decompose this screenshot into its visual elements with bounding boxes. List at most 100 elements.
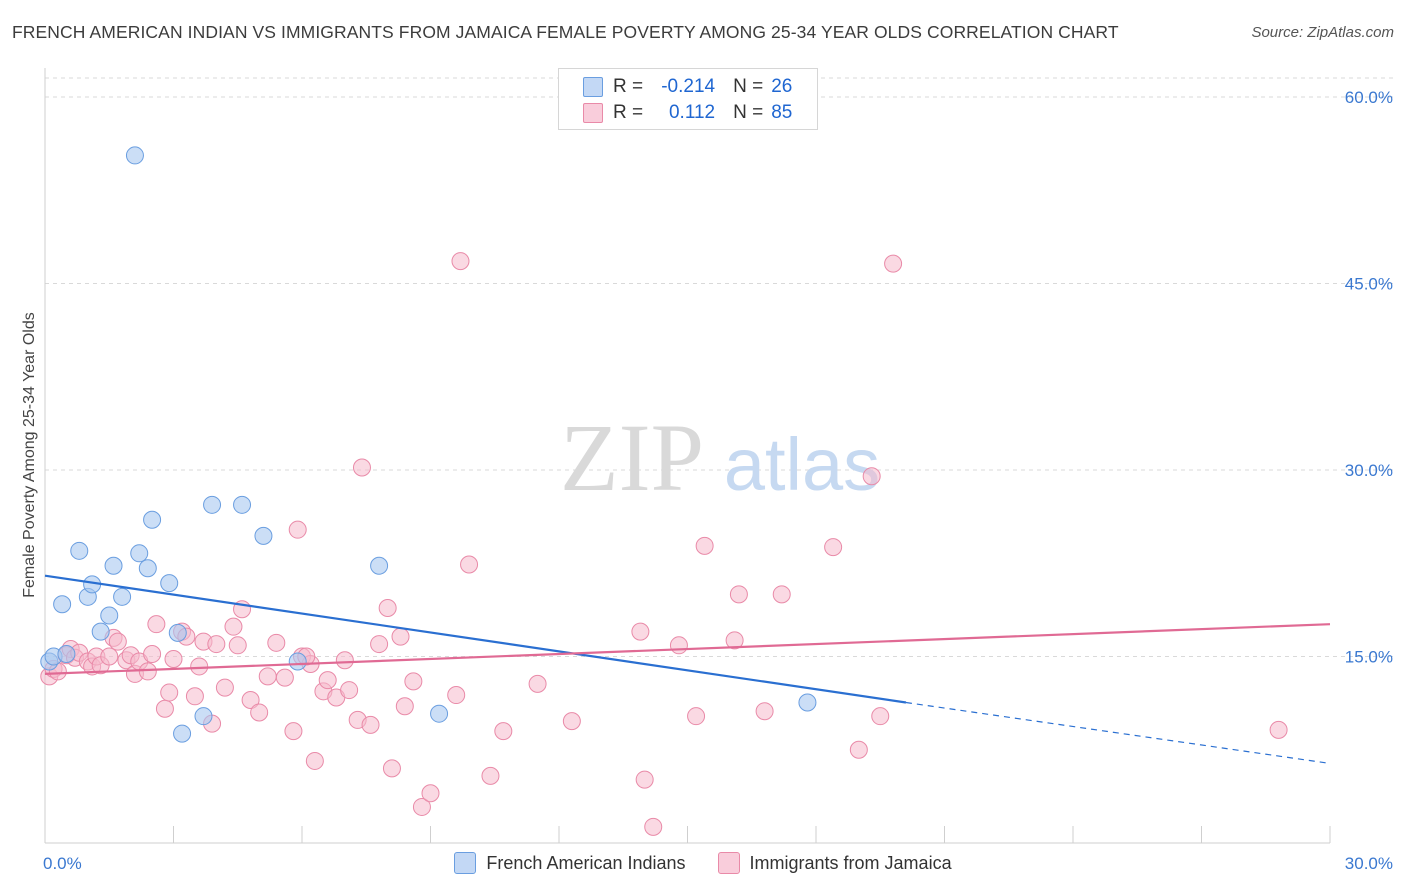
- data-point-jamaica: [451, 252, 470, 271]
- data-point-jamaica: [250, 703, 269, 722]
- data-point-jamaica: [395, 697, 414, 716]
- data-point-french-american-indian: [70, 541, 89, 560]
- data-point-french-american-indian: [125, 146, 144, 165]
- data-point-french-american-indian: [798, 693, 817, 712]
- legend-swatch-pink: [583, 103, 603, 123]
- data-point-jamaica: [412, 797, 431, 816]
- series-legend: French American Indians Immigrants from …: [0, 852, 1406, 874]
- data-point-jamaica: [100, 647, 119, 666]
- y-tick-label: 60.0%: [1345, 88, 1393, 107]
- watermark-atlas: atlas: [724, 423, 880, 506]
- data-point-jamaica: [772, 585, 791, 604]
- data-point-jamaica: [884, 254, 903, 273]
- legend-swatch-blue: [454, 852, 477, 874]
- legend-r-value: 0.112: [668, 102, 716, 123]
- series-french-american-indian-points: [40, 146, 817, 743]
- data-point-jamaica: [164, 649, 183, 668]
- trend-line-immigrants-from-jamaica: [44, 623, 1331, 676]
- data-point-jamaica: [335, 651, 354, 670]
- correlation-legend: R = -0.214 N = 26 R = 0.112 N = 85: [558, 68, 818, 130]
- data-point-french-american-indian: [254, 526, 273, 545]
- legend-r-value: -0.214: [661, 76, 716, 97]
- chart-title: FRENCH AMERICAN INDIAN VS IMMIGRANTS FRO…: [12, 22, 1119, 42]
- x-tick-label: 0.0%: [43, 854, 82, 873]
- data-point-french-american-indian: [138, 559, 157, 578]
- data-point-jamaica: [267, 633, 286, 652]
- data-point-jamaica: [224, 617, 243, 636]
- data-point-jamaica: [695, 536, 714, 555]
- legend-swatch-blue: [583, 77, 603, 97]
- data-point-jamaica: [871, 707, 890, 726]
- data-point-jamaica: [361, 715, 380, 734]
- data-point-jamaica: [562, 712, 581, 731]
- legend-row-french-american-indians: R = -0.214 N = 26: [583, 75, 792, 99]
- data-point-french-american-indian: [104, 556, 123, 575]
- legend-item-immigrants-from-jamaica: Immigrants from Jamaica: [717, 852, 952, 874]
- legend-n-value: 85: [771, 102, 793, 123]
- watermark-zip: ZIP: [560, 404, 704, 511]
- y-tick-label: 15.0%: [1345, 648, 1393, 667]
- data-point-jamaica: [481, 766, 500, 785]
- legend-label: Immigrants from Jamaica: [749, 852, 952, 873]
- source-credit: Source: ZipAtlas.com: [1251, 24, 1394, 41]
- grid-lines: [45, 77, 1393, 657]
- data-point-jamaica: [340, 681, 359, 700]
- data-point-jamaica: [108, 632, 127, 651]
- legend-r-label: R =: [613, 102, 644, 123]
- data-point-french-american-indian: [113, 587, 132, 606]
- data-point-french-american-indian: [100, 606, 119, 625]
- data-point-french-american-indian: [57, 645, 76, 664]
- legend-label: French American Indians: [486, 852, 686, 873]
- data-point-jamaica: [215, 678, 234, 697]
- data-point-jamaica: [849, 740, 868, 759]
- data-point-jamaica: [143, 645, 162, 664]
- axes: [44, 68, 1331, 844]
- data-point-french-american-indian: [53, 595, 72, 614]
- data-point-jamaica: [288, 520, 307, 539]
- data-point-jamaica: [228, 636, 247, 655]
- data-point-jamaica: [494, 722, 513, 741]
- series-jamaica-points: [40, 252, 1288, 836]
- data-point-french-american-indian: [203, 495, 222, 514]
- data-point-french-american-indian: [370, 556, 389, 575]
- tick-labels: 15.0% 30.0% 45.0% 60.0% 0.0% 30.0%: [43, 88, 1393, 873]
- data-point-jamaica: [635, 770, 654, 789]
- x-tick-label: 30.0%: [1345, 854, 1393, 873]
- data-point-french-american-indian: [194, 707, 213, 726]
- data-point-jamaica: [382, 759, 401, 778]
- data-point-jamaica: [862, 467, 881, 486]
- y-tick-label: 45.0%: [1345, 275, 1393, 294]
- data-point-jamaica: [155, 699, 174, 718]
- data-point-jamaica: [447, 686, 466, 705]
- data-point-jamaica: [352, 458, 371, 477]
- data-point-jamaica: [147, 615, 166, 634]
- data-point-jamaica: [284, 722, 303, 741]
- data-point-jamaica: [258, 667, 277, 686]
- data-point-jamaica: [391, 627, 410, 646]
- data-point-french-american-indian: [233, 495, 252, 514]
- legend-n-value: 26: [771, 76, 793, 97]
- data-point-jamaica: [160, 683, 179, 702]
- data-point-jamaica: [631, 622, 650, 641]
- data-point-jamaica: [669, 636, 688, 655]
- data-point-jamaica: [528, 674, 547, 693]
- legend-n-label: N =: [733, 76, 764, 97]
- watermark: ZIP atlas: [560, 404, 880, 511]
- data-point-jamaica: [687, 707, 706, 726]
- data-point-jamaica: [1269, 720, 1288, 739]
- data-point-french-american-indian: [130, 544, 149, 563]
- data-point-french-american-indian: [430, 704, 449, 723]
- legend-item-french-american-indians: French American Indians: [454, 852, 686, 874]
- data-point-french-american-indian: [168, 623, 187, 642]
- data-point-jamaica: [370, 635, 389, 654]
- legend-row-immigrants-from-jamaica: R = 0.112 N = 85: [583, 101, 792, 125]
- y-tick-label: 30.0%: [1345, 461, 1393, 480]
- data-point-jamaica: [729, 585, 748, 604]
- trend-lines: [44, 574, 1331, 765]
- data-point-french-american-indian: [143, 510, 162, 529]
- data-point-jamaica: [241, 691, 260, 710]
- data-point-jamaica: [460, 555, 479, 574]
- data-point-jamaica: [275, 668, 294, 687]
- data-point-jamaica: [644, 817, 663, 836]
